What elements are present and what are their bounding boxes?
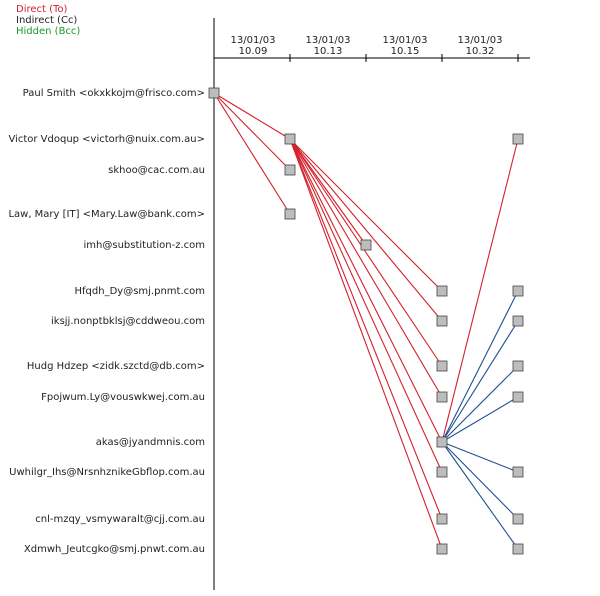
column-time: 10.09 <box>239 46 268 57</box>
column-time: 10.15 <box>391 46 420 57</box>
row-label: Fpojwum.Ly@vouswkwej.com.au <box>41 392 205 403</box>
row-label: Xdmwh_Jeutcgko@smj.pnwt.com.au <box>24 544 205 555</box>
column-ticks <box>214 54 530 62</box>
indirect-edges <box>441 290 519 550</box>
legend-indirect: Indirect (Cc) <box>16 15 77 26</box>
row-label: skhoo@cac.com.au <box>108 165 205 176</box>
row-label: iksjj.nonptbklsj@cddweou.com <box>51 316 205 327</box>
row-label: akas@jyandmnis.com <box>96 437 205 448</box>
column-date: 13/01/03 <box>383 35 428 46</box>
row-label: Victor Vdoqup <victorh@nuix.com.au> <box>8 134 205 145</box>
row-label: Uwhilgr_Ihs@NrsnhznikeGbflop.com.au <box>9 467 205 478</box>
column-time: 10.32 <box>466 46 495 57</box>
column-date: 13/01/03 <box>231 35 276 46</box>
row-label: Law, Mary [IT] <Mary.Law@bank.com> <box>8 209 205 220</box>
row-label: Hfqdh_Dy@smj.pnmt.com <box>75 286 205 297</box>
column-date: 13/01/03 <box>458 35 503 46</box>
message-nodes <box>208 87 524 555</box>
legend-hidden: Hidden (Bcc) <box>16 26 80 37</box>
row-label: Hudg Hdzep <zidk.szctd@db.com> <box>27 361 205 372</box>
row-label: Paul Smith <okxkkojm@frisco.com> <box>23 88 205 99</box>
direct-edges <box>213 92 519 550</box>
legend-direct: Direct (To) <box>16 4 68 15</box>
row-label: cnl-mzqy_vsmywaralt@cjj.com.au <box>35 514 205 525</box>
row-label: imh@substitution-z.com <box>84 240 205 251</box>
column-time: 10.13 <box>314 46 343 57</box>
column-date: 13/01/03 <box>306 35 351 46</box>
